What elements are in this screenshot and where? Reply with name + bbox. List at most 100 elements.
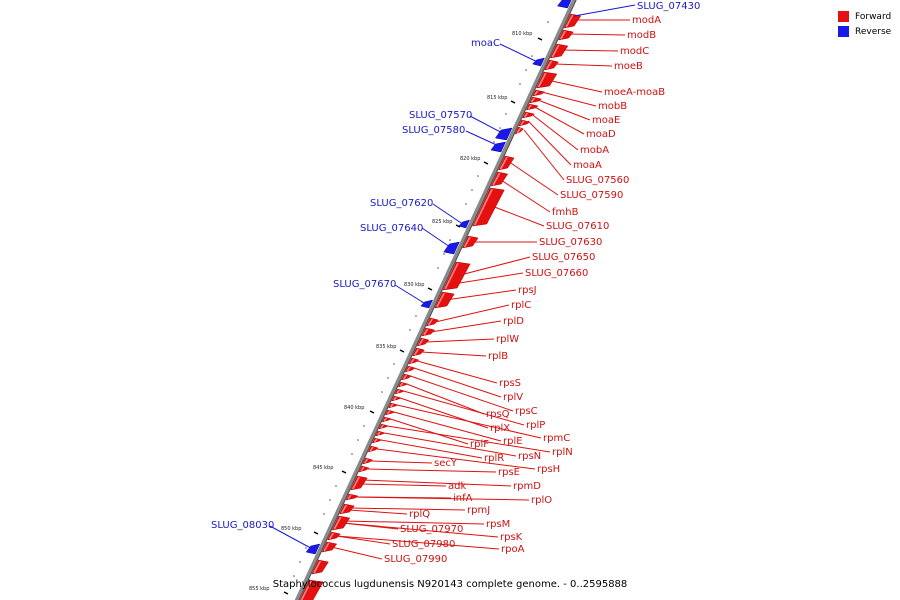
gene-label-rplW[interactable]: rplW: [496, 334, 519, 345]
gene-label-fmhB[interactable]: fmhB: [552, 207, 579, 218]
forward-gene-highlight: [418, 338, 424, 346]
forward-label-leader: [445, 289, 517, 301]
gene-label-moaE[interactable]: moaE: [592, 115, 620, 126]
reverse-gene-block[interactable]: [490, 141, 506, 153]
forward-gene-block[interactable]: [472, 187, 505, 227]
gene-label-SLUG_07590[interactable]: SLUG_07590: [560, 190, 623, 201]
forward-features: [299, 13, 582, 600]
forward-gene-block[interactable]: [299, 579, 324, 600]
forward-gene-highlight: [423, 328, 429, 336]
gene-label-rplP[interactable]: rplP: [526, 420, 545, 431]
forward-swatch: [838, 11, 849, 22]
gene-label-mobB[interactable]: mobB: [598, 101, 627, 112]
reverse-gene-block[interactable]: [458, 219, 470, 229]
gene-label-SLUG_07620[interactable]: SLUG_07620: [370, 198, 433, 209]
forward-gene-block[interactable]: [434, 291, 455, 309]
reverse-labels: SLUG_07430 moaC SLUG_07570 SLUG_07580 SL…: [211, 1, 700, 531]
legend-forward: Forward: [838, 9, 891, 24]
gene-label-rpmD[interactable]: rpmD: [513, 481, 541, 492]
reverse-label-leader: [465, 130, 499, 147]
gene-label-rplR[interactable]: rplR: [484, 453, 504, 464]
tick-mark: [313, 531, 319, 535]
forward-gene-highlight: [410, 358, 415, 364]
gene-label-infA[interactable]: infA: [453, 493, 473, 504]
gene-label-SLUG_07660[interactable]: SLUG_07660: [525, 268, 588, 279]
forward-gene-highlight: [560, 30, 566, 40]
gene-label-rpsH[interactable]: rpsH: [537, 464, 560, 475]
gene-label-modC[interactable]: modC: [620, 46, 649, 57]
gene-label-rpsM[interactable]: rpsM: [486, 519, 510, 530]
forward-gene-block[interactable]: [536, 71, 558, 89]
gene-label-SLUG_07650[interactable]: SLUG_07650: [532, 252, 595, 263]
tick-label: 825 kbp: [432, 219, 452, 225]
gene-label-SLUG_07570[interactable]: SLUG_07570: [409, 110, 472, 121]
gene-label-rpmC[interactable]: rpmC: [543, 433, 570, 444]
gene-label-SLUG_07990[interactable]: SLUG_07990: [384, 554, 447, 565]
gene-label-SLUG_07610[interactable]: SLUG_07610: [546, 221, 609, 232]
forward-gene-block[interactable]: [549, 43, 569, 59]
gene-label-SLUG_07980[interactable]: SLUG_07980: [392, 539, 455, 550]
forward-label-leader: [342, 522, 399, 530]
gene-label-SLUG_07560[interactable]: SLUG_07560: [566, 175, 629, 186]
tick-label: 855 kbp: [249, 586, 269, 592]
forward-label-leader: [349, 507, 466, 511]
gene-label-rplN[interactable]: rplN: [552, 447, 573, 458]
gene-label-rplE[interactable]: rplE: [503, 436, 523, 447]
gene-label-rpsN[interactable]: rpsN: [518, 451, 541, 462]
reverse-gene-block[interactable]: [557, 0, 572, 9]
gene-label-moeB[interactable]: moeB: [614, 61, 643, 72]
gene-label-modA[interactable]: modA: [632, 15, 661, 26]
gene-label-rpoA[interactable]: rpoA: [501, 544, 525, 555]
gene-label-rpsJ[interactable]: rpsJ: [518, 285, 537, 296]
gene-label-adk[interactable]: adk: [448, 481, 466, 492]
reverse-gene-block[interactable]: [532, 57, 545, 67]
forward-label-leader: [390, 418, 469, 445]
gene-label-moaD[interactable]: moaD: [586, 129, 616, 140]
forward-gene-highlight: [565, 14, 574, 28]
gene-label-SLUG_07630[interactable]: SLUG_07630: [539, 237, 602, 248]
gene-label-mobA[interactable]: mobA: [580, 145, 609, 156]
gene-label-moaC[interactable]: moaC: [471, 38, 500, 49]
forward-label-leader: [421, 351, 487, 357]
gene-label-secY[interactable]: secY: [434, 458, 458, 469]
forward-gene-highlight: [396, 389, 401, 394]
gene-label-SLUG_07970[interactable]: SLUG_07970: [400, 524, 463, 535]
gene-label-rplX[interactable]: rplX: [490, 423, 510, 434]
forward-label-leader: [336, 535, 391, 545]
gene-label-rplQ[interactable]: rplQ: [409, 509, 430, 520]
gene-label-rplV[interactable]: rplV: [503, 392, 523, 403]
gene-label-rplO[interactable]: rplO: [531, 495, 552, 506]
gene-label-rpsS[interactable]: rpsS: [499, 378, 521, 389]
reverse-gene-block[interactable]: [305, 543, 321, 555]
gene-label-rplD[interactable]: rplD: [503, 316, 524, 327]
gene-label-rpsC[interactable]: rpsC: [515, 406, 538, 417]
tick-label: 835 kbp: [376, 344, 396, 350]
forward-label-leader: [336, 535, 500, 550]
gene-label-rplC[interactable]: rplC: [511, 300, 531, 311]
gene-label-SLUG_07640[interactable]: SLUG_07640: [360, 223, 423, 234]
forward-label-leader: [362, 479, 512, 487]
gene-label-SLUG_08030[interactable]: SLUG_08030: [211, 520, 274, 531]
forward-gene-block[interactable]: [331, 515, 351, 531]
gene-label-SLUG_07430[interactable]: SLUG_07430: [637, 1, 700, 12]
gene-label-rplF[interactable]: rplF: [470, 439, 489, 450]
gene-label-modB[interactable]: modB: [627, 30, 656, 41]
gene-label-SLUG_07580[interactable]: SLUG_07580: [402, 125, 465, 136]
reverse-swatch: [838, 26, 849, 37]
gene-label-moeA-moaB[interactable]: moeA-moaB: [604, 87, 665, 98]
gene-label-moaA[interactable]: moaA: [573, 160, 602, 171]
reverse-gene-block[interactable]: [420, 299, 433, 309]
gene-label-rpmJ[interactable]: rpmJ: [467, 505, 490, 516]
genome-backbone: [294, 0, 577, 600]
forward-gene-highlight: [347, 494, 352, 500]
forward-gene-highlight: [313, 560, 322, 574]
forward-gene-highlight: [377, 431, 381, 436]
gene-label-rpsE[interactable]: rpsE: [498, 467, 520, 478]
gene-label-rplB[interactable]: rplB: [488, 351, 508, 362]
forward-label-leader: [500, 179, 551, 213]
gene-label-rpsK[interactable]: rpsK: [500, 532, 523, 543]
gene-label-SLUG_07670[interactable]: SLUG_07670: [333, 279, 396, 290]
forward-label-leader: [430, 320, 502, 333]
forward-gene-highlight: [463, 236, 471, 248]
gene-label-rpsQ[interactable]: rpsQ: [486, 409, 510, 420]
